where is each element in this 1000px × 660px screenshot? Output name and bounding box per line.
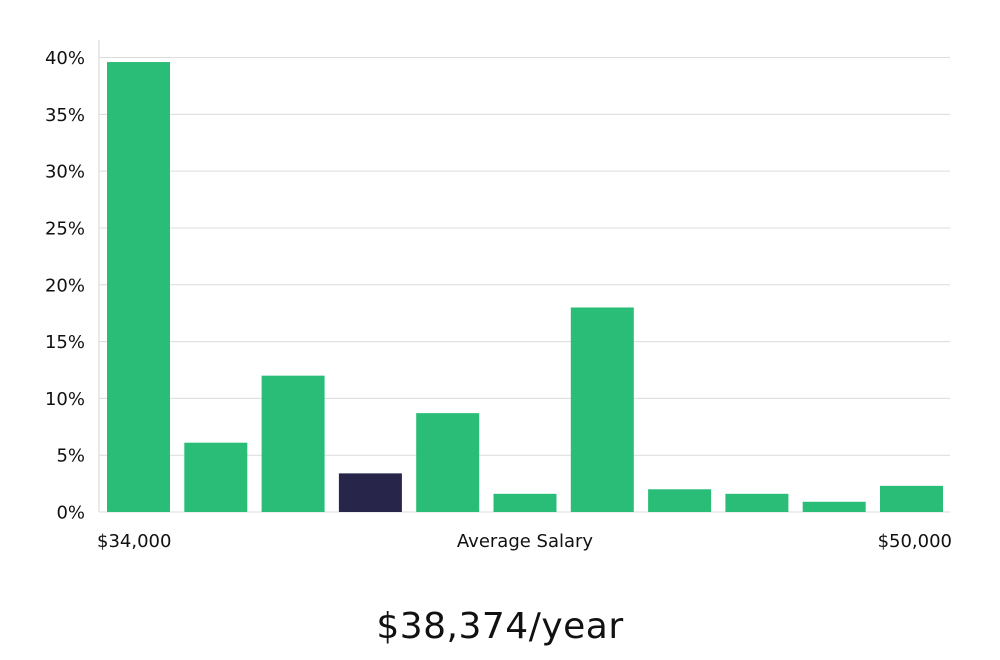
bar — [416, 413, 480, 512]
y-axis-ticks: 0% 5% 10% 15% 20% 25% 30% 35% 40% — [45, 48, 85, 524]
bars — [107, 62, 943, 513]
x-axis-max-label: $50,000 — [878, 531, 952, 552]
bar — [493, 493, 557, 512]
bar — [570, 307, 634, 512]
y-tick-label: 35% — [45, 105, 85, 126]
y-tick-label: 20% — [45, 275, 85, 296]
bar — [648, 489, 712, 512]
bar — [725, 493, 789, 512]
x-axis-min-label: $34,000 — [97, 531, 171, 552]
bar — [184, 442, 248, 512]
y-tick-label: 10% — [45, 389, 85, 410]
average-salary-value: $38,374/year — [376, 606, 624, 647]
bar — [802, 501, 866, 512]
y-tick-label: 30% — [45, 162, 85, 183]
bar — [261, 375, 325, 512]
x-axis-title: Average Salary — [457, 531, 594, 552]
y-tick-label: 5% — [56, 446, 85, 467]
bar — [107, 62, 170, 513]
salary-histogram-chart: 0% 5% 10% 15% 20% 25% 30% 35% 40% $34,000 Averag… — [45, 40, 952, 552]
bar — [880, 485, 943, 512]
bar-highlighted — [338, 473, 402, 512]
y-tick-label: 25% — [45, 218, 85, 239]
y-tick-label: 15% — [45, 332, 85, 353]
y-tick-label: 0% — [56, 503, 85, 524]
y-tick-label: 40% — [45, 48, 85, 69]
